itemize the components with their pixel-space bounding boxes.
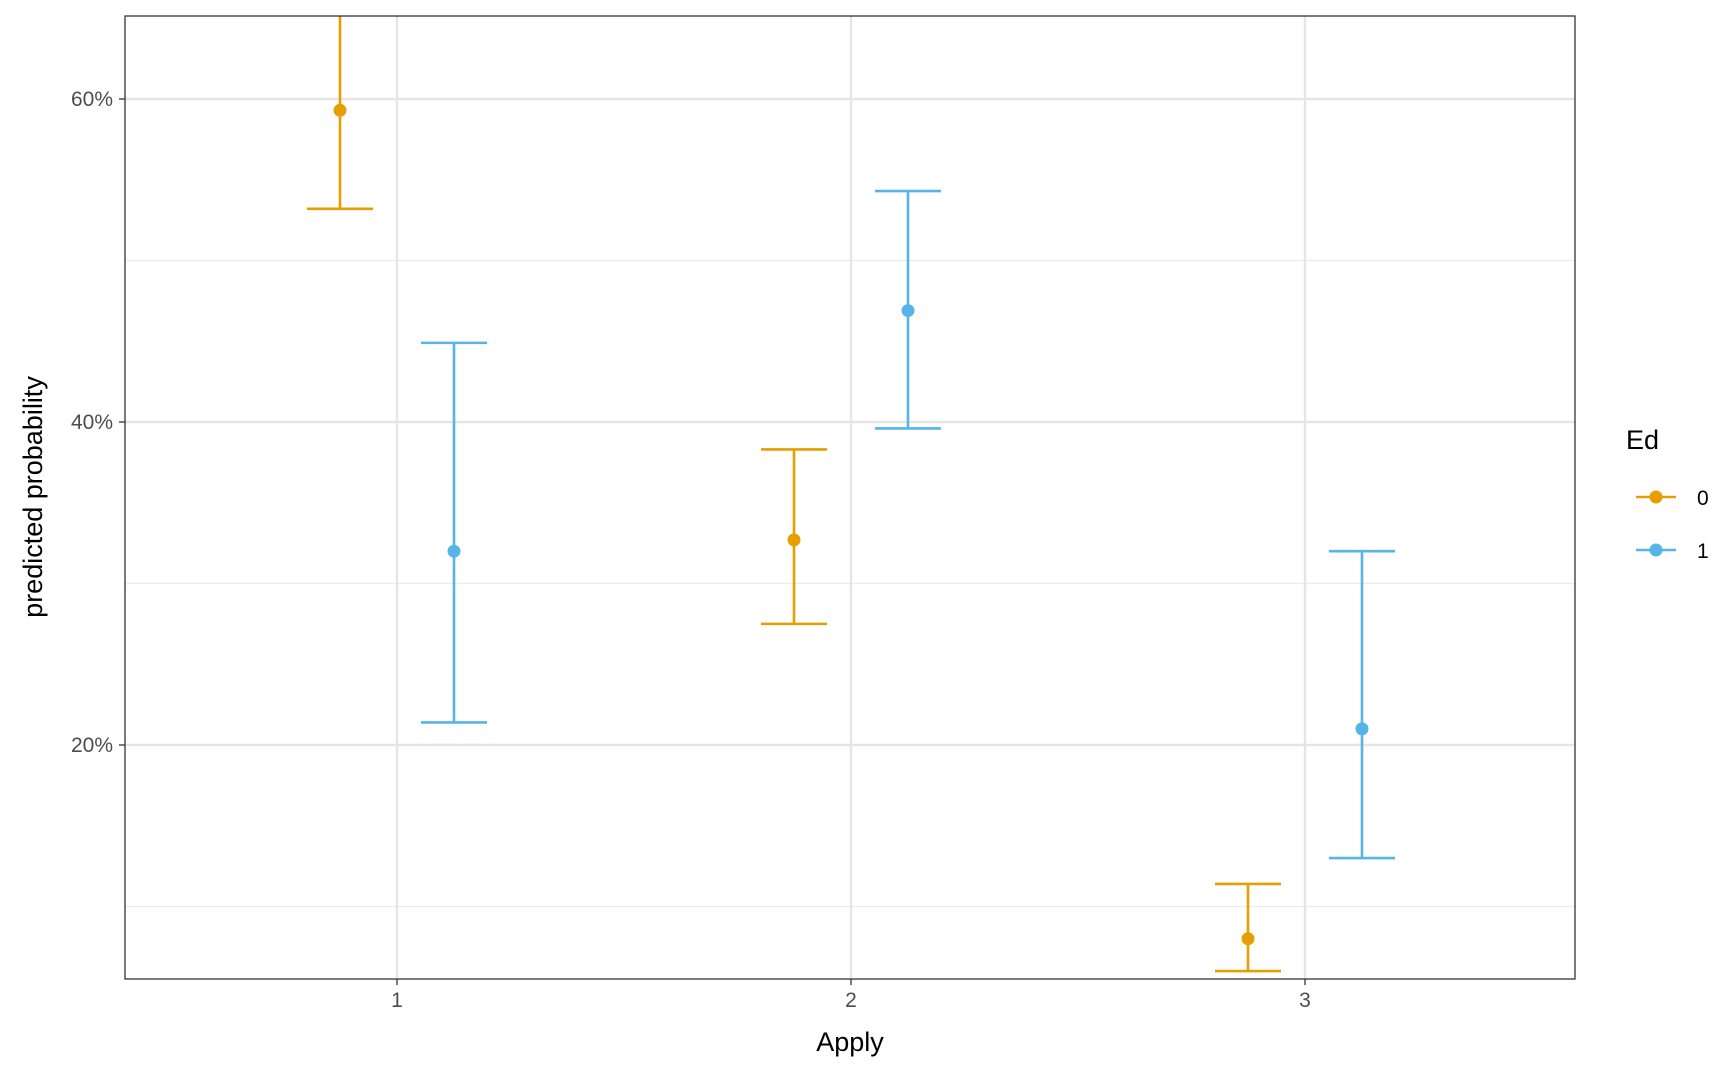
legend-key-point [1649, 490, 1663, 504]
x-tick-label: 2 [845, 989, 857, 1012]
legend-label: 1 [1697, 540, 1709, 563]
x-axis-title: Apply [816, 1027, 884, 1057]
legend-key-point [1649, 543, 1663, 557]
plot-border [124, 15, 1576, 980]
estimate-point [1241, 932, 1255, 946]
legend-label: 0 [1697, 487, 1709, 510]
data-marks [307, 16, 1395, 973]
estimate-point [447, 544, 461, 558]
estimate-point [901, 304, 915, 318]
y-tick-label: 60% [71, 88, 113, 111]
estimate-point [1355, 722, 1369, 736]
gridlines [125, 16, 1575, 979]
y-tick-label: 40% [71, 411, 113, 434]
x-tick-label: 3 [1299, 989, 1311, 1012]
axes: 20% 40% 60% 1 2 3 [71, 88, 1311, 1012]
legend-title: Ed [1626, 425, 1659, 455]
estimate-point [787, 533, 801, 547]
y-tick-label: 20% [71, 734, 113, 757]
y-axis-title: predicted probability [18, 376, 48, 618]
estimate-point [333, 103, 347, 117]
x-tick-label: 1 [391, 989, 403, 1012]
legend: Ed 0 1 [1626, 425, 1709, 563]
